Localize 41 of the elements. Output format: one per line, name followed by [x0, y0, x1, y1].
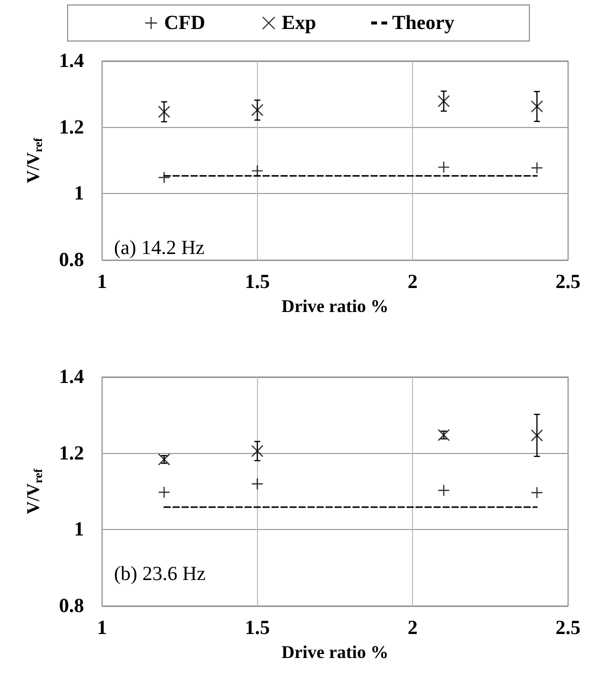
x-axis-title: Drive ratio %: [282, 642, 388, 662]
point: [530, 162, 544, 174]
point: [530, 486, 544, 499]
x-tick-label: 2: [408, 271, 418, 294]
y-axis-title: V/Vref: [23, 468, 45, 514]
legend-label: CFD: [164, 12, 206, 34]
x-tick-label: 1: [97, 271, 107, 294]
point: [251, 104, 264, 116]
x-tick-label: 2.5: [556, 617, 580, 639]
y-tick-label: 1.4: [59, 366, 84, 388]
y-tick-label: 1: [74, 518, 84, 541]
point: [251, 164, 264, 177]
point: [158, 486, 170, 498]
point: [438, 428, 450, 442]
point: [158, 453, 170, 466]
y-tick-label: 1.2: [59, 116, 84, 138]
point: [158, 171, 170, 184]
point: [530, 100, 544, 113]
x-tick-label: 1.5: [244, 271, 270, 294]
annotation: (b) 23.6 Hz: [114, 563, 206, 585]
y-tick-label: 0.8: [59, 249, 84, 272]
x-axis-title: Drive ratio %: [282, 296, 388, 316]
legend-label: Theory: [392, 12, 454, 34]
point: [438, 161, 450, 174]
y-tick-label: 0.8: [59, 595, 84, 617]
point: [251, 444, 264, 458]
x-tick-label: 2: [408, 617, 418, 639]
y-tick-label: 1.2: [59, 442, 84, 464]
y-tick-label: 1: [74, 182, 84, 205]
point: [251, 478, 264, 490]
point: [438, 484, 450, 496]
legend-label: Exp: [282, 12, 316, 34]
x-tick-label: 1: [97, 617, 107, 639]
annotation: (a) 14.2 Hz: [114, 237, 205, 259]
point: [158, 106, 170, 118]
point: [530, 429, 544, 442]
point: [438, 95, 450, 108]
y-axis-title: V/Vref: [23, 136, 45, 184]
x-tick-label: 1.5: [244, 617, 270, 639]
x-tick-label: 2.5: [556, 271, 580, 294]
y-tick-label: 1.4: [59, 50, 84, 72]
